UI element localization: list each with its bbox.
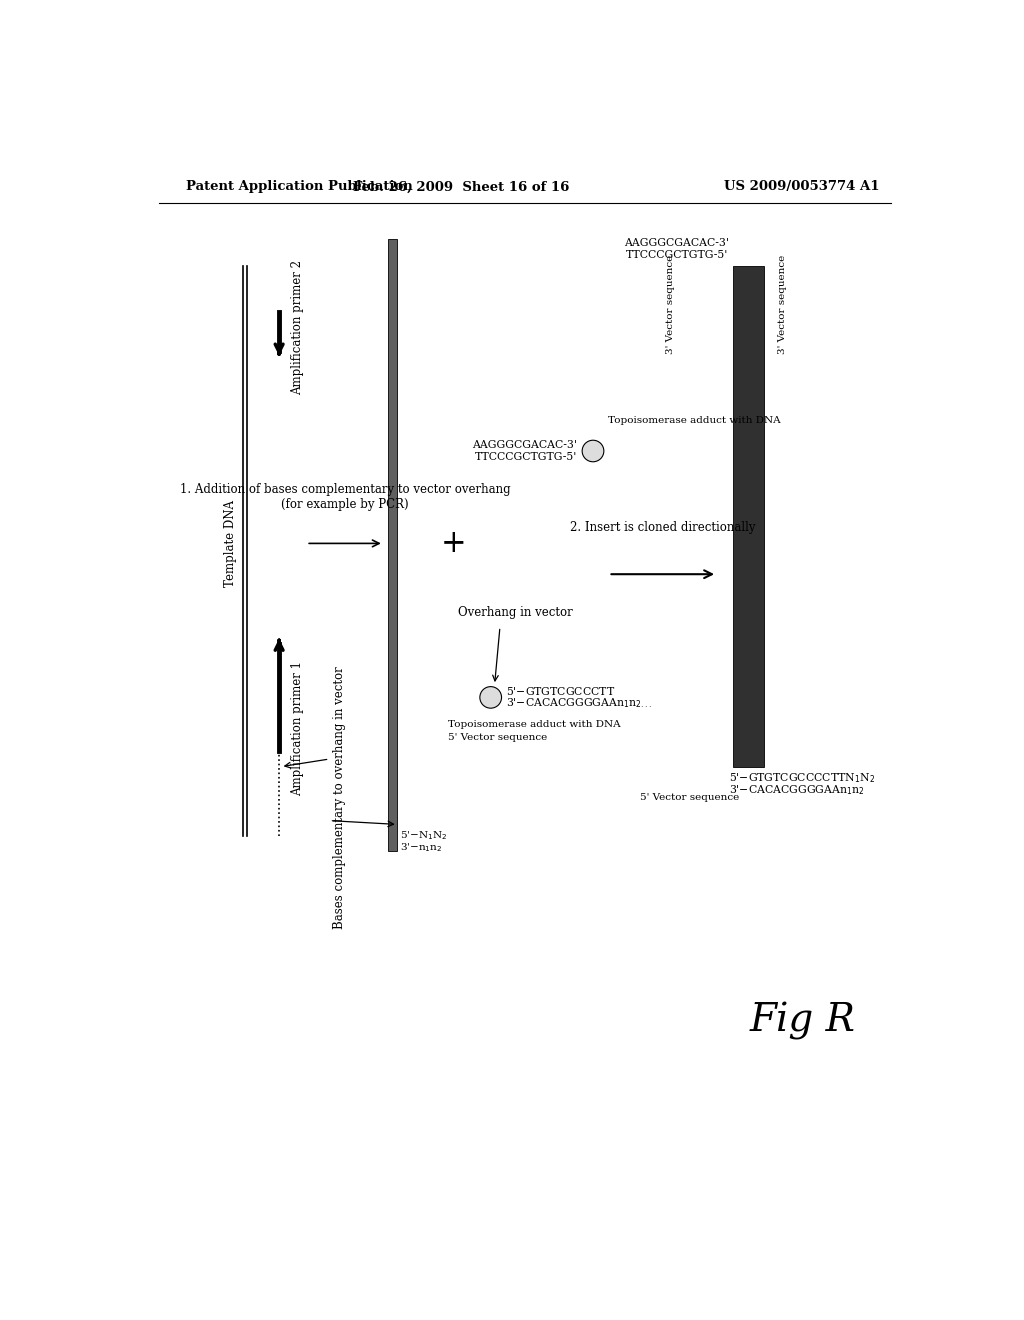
Text: 5' Vector sequence: 5' Vector sequence	[640, 793, 738, 803]
Text: Topoisomerase adduct with DNA: Topoisomerase adduct with DNA	[449, 719, 621, 729]
Circle shape	[480, 686, 502, 708]
Text: 3'$-$n$_1$n$_2$: 3'$-$n$_1$n$_2$	[400, 841, 442, 854]
Text: US 2009/0053774 A1: US 2009/0053774 A1	[725, 181, 880, 194]
Text: AAGGGCGACAC-3': AAGGGCGACAC-3'	[624, 238, 729, 248]
Text: 3' Vector sequence: 3' Vector sequence	[666, 255, 675, 354]
Text: AAGGGCGACAC-3': AAGGGCGACAC-3'	[472, 440, 578, 450]
Text: 3' Vector sequence: 3' Vector sequence	[778, 255, 787, 354]
Text: (for example by PCR): (for example by PCR)	[282, 499, 409, 511]
Text: Template DNA: Template DNA	[224, 500, 237, 587]
Text: Amplification primer 1: Amplification primer 1	[291, 661, 304, 796]
Text: Topoisomerase adduct with DNA: Topoisomerase adduct with DNA	[608, 416, 781, 425]
Bar	[388, 239, 397, 851]
Text: Feb. 26, 2009  Sheet 16 of 16: Feb. 26, 2009 Sheet 16 of 16	[353, 181, 569, 194]
Text: Patent Application Publication: Patent Application Publication	[186, 181, 413, 194]
Text: 5'$-$GTGTCGCCCTT: 5'$-$GTGTCGCCCTT	[506, 685, 615, 697]
Text: 5'$-$N$_1$N$_2$: 5'$-$N$_1$N$_2$	[400, 829, 447, 842]
Text: 3'$-$CACACGGGGAAn$_1$n$_{2...}$: 3'$-$CACACGGGGAAn$_1$n$_{2...}$	[506, 697, 652, 710]
Text: TTCCCGCTGTG-5': TTCCCGCTGTG-5'	[627, 249, 729, 260]
Text: 5'$-$GTGTCGCCCCTTN$_1$N$_2$: 5'$-$GTGTCGCCCCTTN$_1$N$_2$	[729, 771, 874, 785]
Text: 1. Addition of bases complementary to vector overhang: 1. Addition of bases complementary to ve…	[179, 483, 510, 496]
Text: Amplification primer 2: Amplification primer 2	[291, 260, 304, 395]
Text: +: +	[440, 528, 466, 558]
Text: 3'$-$CACACGGGGAAn$_1$n$_2$: 3'$-$CACACGGGGAAn$_1$n$_2$	[729, 783, 864, 797]
Text: Fig R: Fig R	[750, 1002, 855, 1040]
Circle shape	[583, 441, 604, 462]
Text: Overhang in vector: Overhang in vector	[458, 606, 572, 619]
Text: 5' Vector sequence: 5' Vector sequence	[449, 733, 547, 742]
Bar	[732, 267, 764, 767]
Text: TTCCCGCTGTG-5': TTCCCGCTGTG-5'	[475, 453, 578, 462]
Text: Bases complementary to overhang in vector: Bases complementary to overhang in vecto…	[334, 667, 346, 929]
Text: 2. Insert is cloned directionally: 2. Insert is cloned directionally	[570, 521, 756, 535]
